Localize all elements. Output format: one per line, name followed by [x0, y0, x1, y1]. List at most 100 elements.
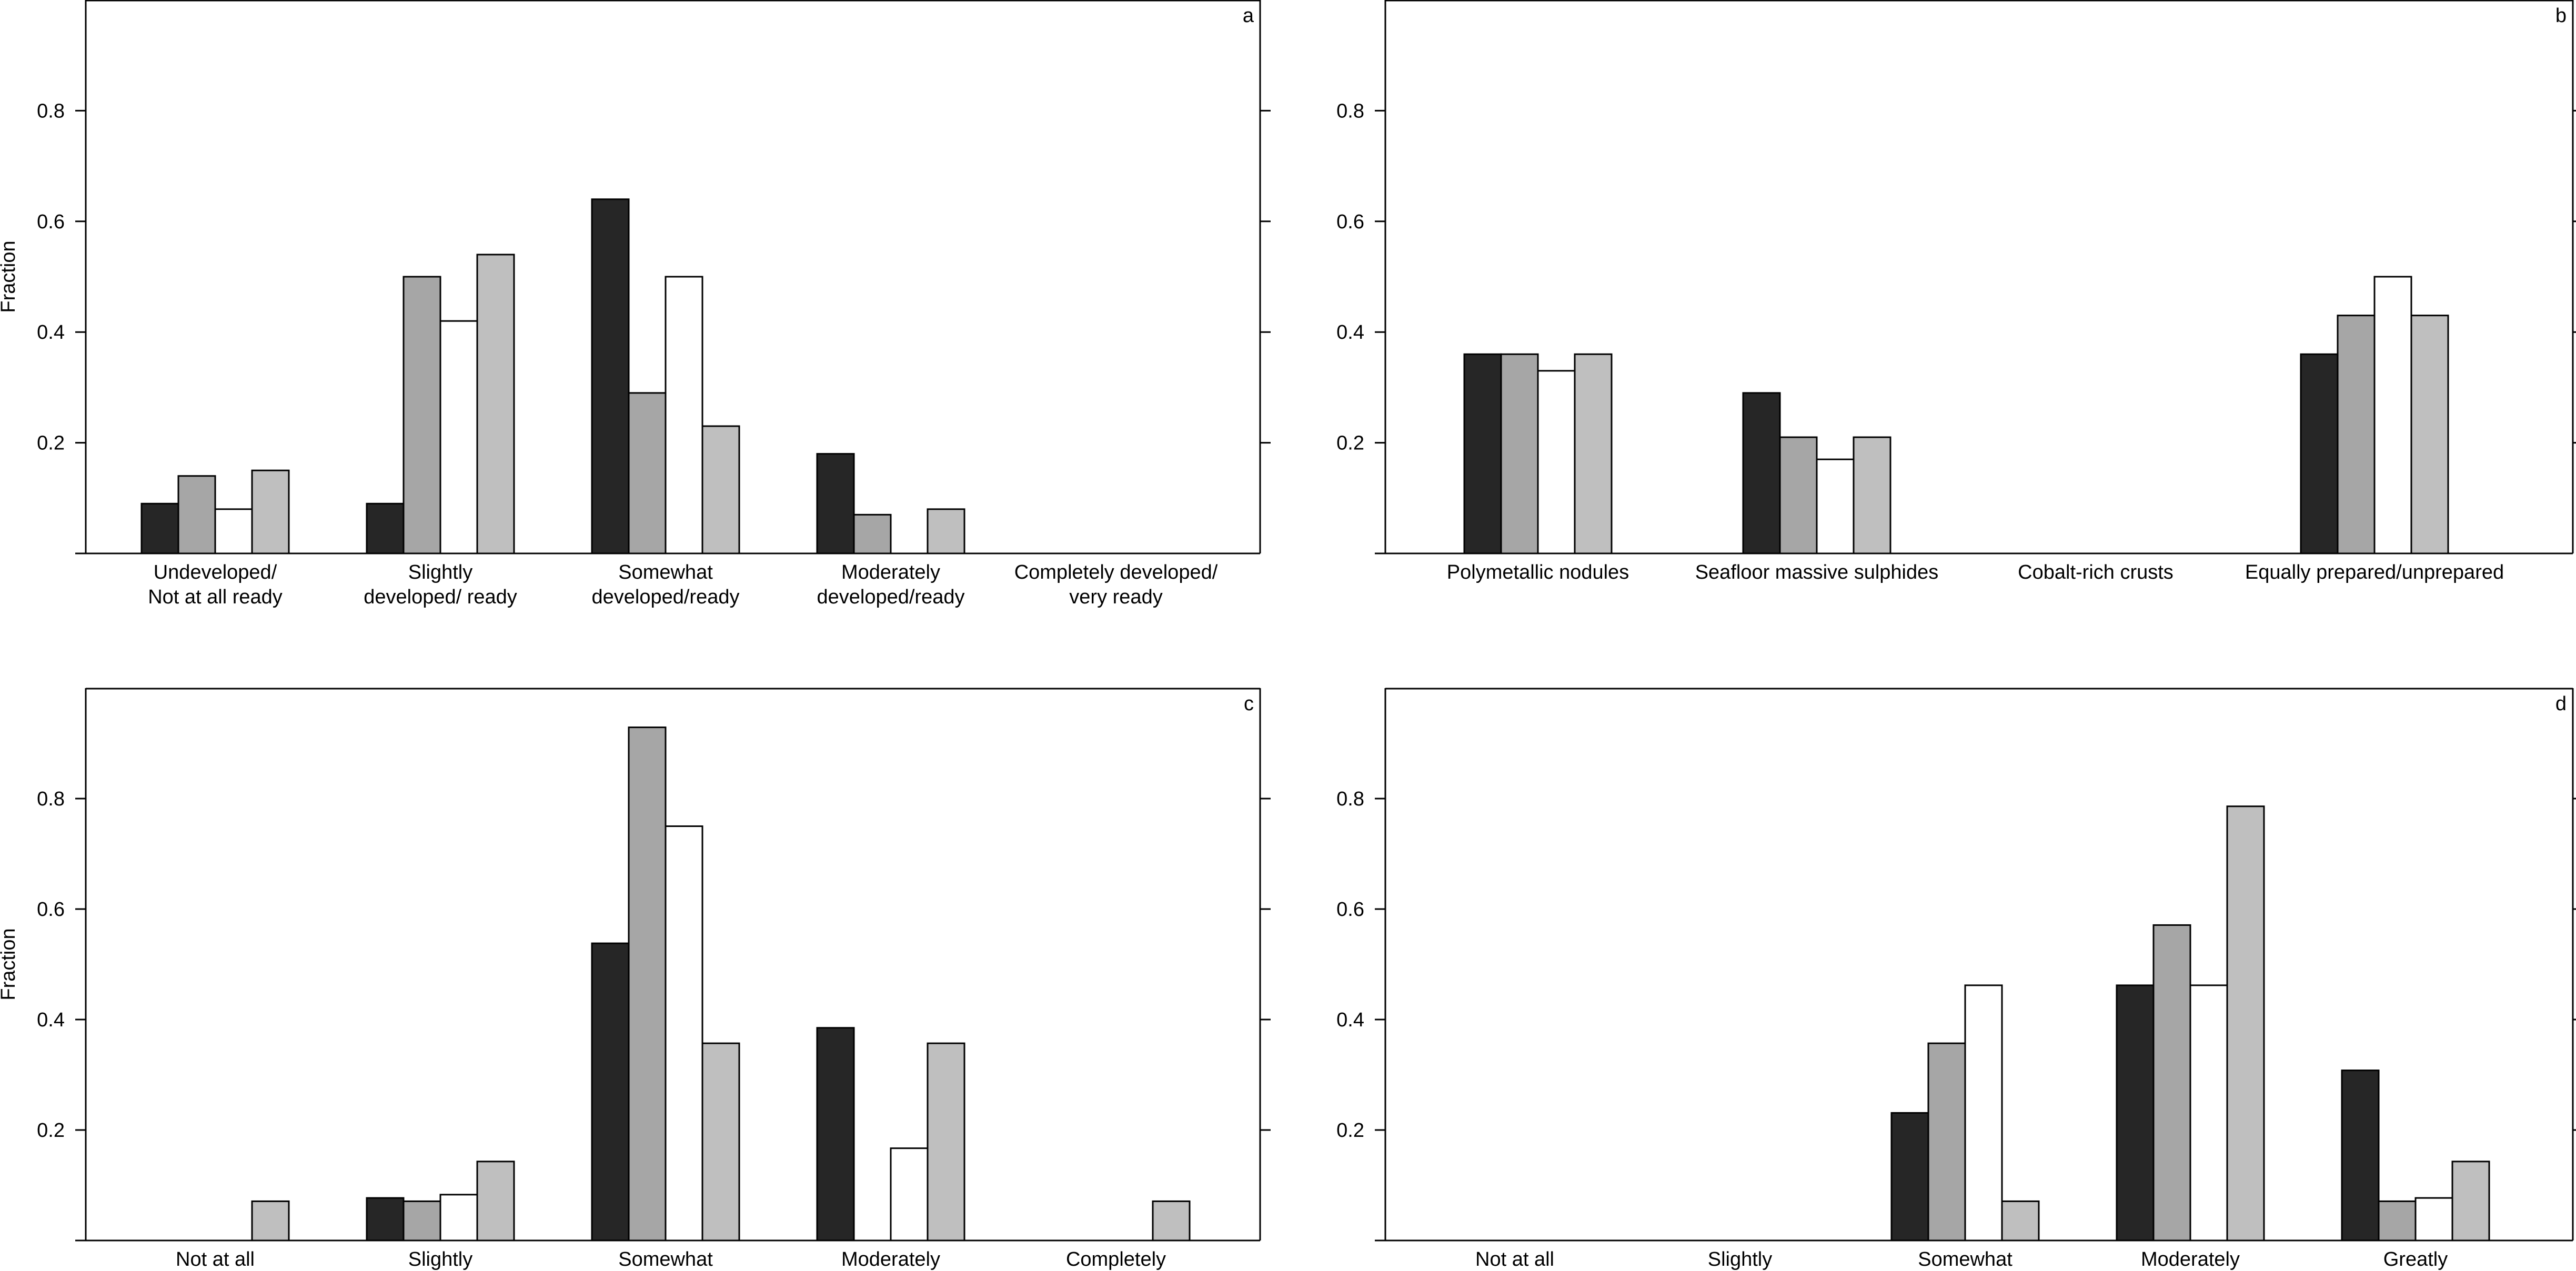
y-tick-label: 0.2 — [37, 432, 65, 455]
bar — [2451, 1161, 2490, 1242]
bar — [1964, 984, 2003, 1242]
x-tick-label: Not at all ready — [148, 586, 283, 608]
panel-letter: b — [2555, 5, 2567, 27]
x-tick-label: Moderately — [841, 1248, 940, 1270]
bar — [2226, 805, 2265, 1242]
bar — [2373, 276, 2412, 554]
panel-letter: c — [1244, 693, 1254, 715]
bar — [853, 513, 892, 554]
bar — [214, 508, 253, 554]
x-tick-label: Greatly — [2383, 1248, 2448, 1270]
bar — [140, 502, 179, 554]
bar — [1500, 353, 1539, 554]
x-tick-label: Equally prepared/unprepared — [2245, 561, 2504, 583]
bar — [366, 502, 405, 554]
bar — [816, 453, 855, 554]
y-axis-label: Fraction — [0, 240, 19, 312]
x-tick-label: developed/ready — [817, 586, 965, 608]
x-tick-label: Somewhat — [618, 561, 713, 583]
bar — [927, 508, 965, 554]
bar — [665, 825, 703, 1242]
x-tick-label: Somewhat — [1918, 1248, 2012, 1270]
x-tick-label: Slightly — [1708, 1248, 1773, 1270]
bar — [2300, 353, 2339, 554]
x-tick-label: Polymetallic nodules — [1447, 561, 1629, 583]
y-tick-label: 0.2 — [37, 1119, 65, 1142]
bar — [476, 254, 515, 554]
x-tick-label: very ready — [1069, 586, 1162, 608]
x-tick-label: Completely developed/ — [1014, 561, 1218, 583]
bar — [701, 1042, 740, 1242]
bar — [402, 1200, 441, 1242]
bar — [1463, 353, 1502, 554]
bar — [476, 1161, 515, 1242]
y-tick-label: 0.6 — [1336, 899, 1364, 921]
bar — [701, 425, 740, 554]
x-tick-label: Seafloor massive sulphides — [1695, 561, 1939, 583]
bar — [665, 276, 703, 554]
bar — [1816, 458, 1855, 554]
bar — [251, 1200, 290, 1242]
y-tick-label: 0.6 — [37, 211, 65, 233]
y-tick-label: 0.4 — [37, 321, 65, 344]
x-tick-label: Somewhat — [618, 1248, 713, 1270]
y-tick-label: 0.8 — [37, 788, 65, 810]
y-axis-label: Fraction — [0, 928, 19, 1000]
bar — [1574, 353, 1613, 554]
bar — [927, 1042, 965, 1242]
y-tick-label: 0.4 — [37, 1009, 65, 1031]
bar — [2378, 1200, 2417, 1242]
y-tick-label: 0.2 — [1336, 1119, 1364, 1142]
bar — [816, 1027, 855, 1242]
bar — [890, 1147, 929, 1242]
bar — [2001, 1200, 2040, 1242]
bar — [2116, 984, 2155, 1242]
bar — [628, 392, 667, 554]
bar — [2414, 1197, 2453, 1242]
panel-c: 0.2 0.4 0.6 0.8 Fraction c Not at all Slightly S… — [0, 688, 1271, 1270]
bar — [628, 727, 667, 1242]
x-tick-label: Slightly — [408, 1248, 473, 1270]
x-tick-label: Cobalt-rich crusts — [2018, 561, 2174, 583]
bar — [591, 942, 630, 1242]
bar — [251, 469, 290, 554]
x-tick-label: Completely — [1066, 1248, 1166, 1270]
bar — [1890, 1112, 1929, 1242]
y-tick-label: 0.8 — [1336, 100, 1364, 122]
x-tick-label: Not at all — [1475, 1248, 1554, 1270]
bar — [177, 475, 216, 554]
x-tick-label: Moderately — [2141, 1248, 2240, 1270]
x-tick-label: Slightly — [408, 561, 473, 583]
bar — [2410, 315, 2449, 554]
panel-b: 0.2 0.4 0.6 0.8 b Polymetallic nodules Seafloo… — [1336, 0, 2576, 583]
bar — [591, 198, 630, 554]
y-tick-label: 0.8 — [37, 100, 65, 122]
panel-d: 0.2 0.4 0.6 0.8 d Not at all Slightly Somewhat M… — [1336, 688, 2576, 1270]
x-tick-label: Undeveloped/ — [154, 561, 277, 583]
panel-letter: a — [1243, 5, 1254, 27]
x-tick-label: developed/ready — [592, 586, 740, 608]
bar — [439, 320, 478, 554]
y-tick-label: 0.4 — [1336, 1009, 1364, 1031]
bar — [1853, 436, 1891, 554]
bar — [1537, 370, 1576, 554]
x-tick-label: Not at all — [176, 1248, 255, 1270]
bar — [2337, 315, 2376, 554]
y-tick-label: 0.4 — [1336, 321, 1364, 344]
bar — [1152, 1200, 1191, 1242]
bar — [366, 1197, 405, 1242]
x-tick-label: developed/ ready — [364, 586, 517, 608]
bar — [1927, 1042, 1966, 1242]
bar — [1779, 436, 1818, 554]
bar — [2152, 924, 2191, 1242]
bar — [2189, 984, 2228, 1242]
y-tick-label: 0.2 — [1336, 432, 1364, 455]
y-tick-label: 0.6 — [1336, 211, 1364, 233]
bar — [402, 276, 441, 554]
bar — [1742, 392, 1781, 554]
panel-a: 0.2 0.4 0.6 0.8 Fraction a Undeveloped/Not at … — [0, 0, 1271, 608]
x-tick-label: Moderately — [841, 561, 940, 583]
bar — [2341, 1070, 2380, 1242]
y-tick-label: 0.8 — [1336, 788, 1364, 810]
